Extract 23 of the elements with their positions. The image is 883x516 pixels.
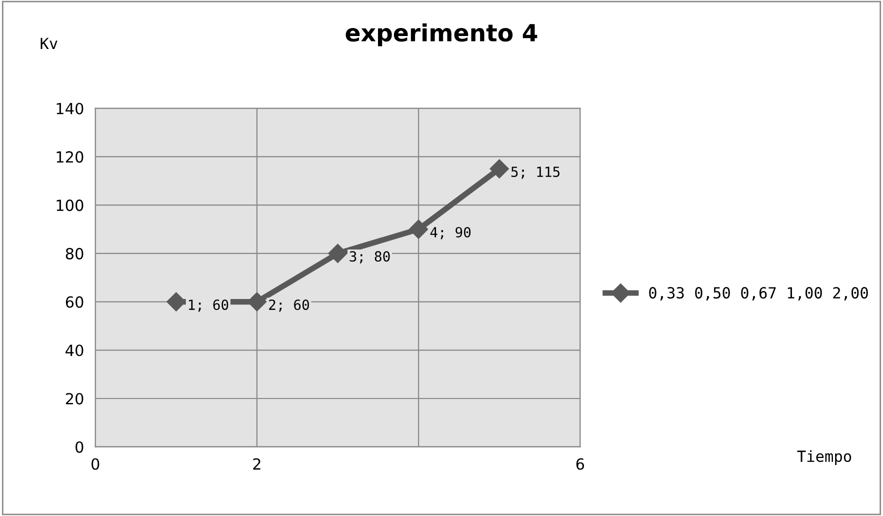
x-tick-label: 0	[92, 458, 100, 470]
data-label: 4; 90	[430, 226, 471, 240]
y-tick-label: 40	[66, 344, 84, 356]
y-tick-label: 80	[66, 248, 84, 260]
y-tick-label: 140	[56, 102, 84, 114]
y-tick-label: 100	[56, 200, 84, 212]
y-tick-label: 0	[76, 441, 84, 453]
point	[490, 159, 509, 178]
y-tick-label: 60	[66, 296, 84, 308]
data-label: 3; 80	[350, 251, 390, 264]
data-label: 5; 115	[511, 166, 560, 179]
x-tick-label: 6	[576, 458, 584, 470]
data-label: 2; 60	[269, 300, 309, 312]
y-axis-title: Kv	[40, 38, 58, 50]
y-tick-label: 120	[56, 151, 84, 163]
chart-title: experimento 4	[346, 23, 538, 46]
x-tick-label: 2	[253, 458, 260, 470]
legend-label: 0,33 0,50 0,67 1,00 2,00	[649, 287, 868, 301]
data-label: 1; 60	[188, 300, 228, 312]
y-tick-label: 20	[66, 392, 84, 405]
point	[328, 244, 348, 263]
text: Tiempo	[797, 450, 852, 465]
point	[409, 220, 428, 239]
